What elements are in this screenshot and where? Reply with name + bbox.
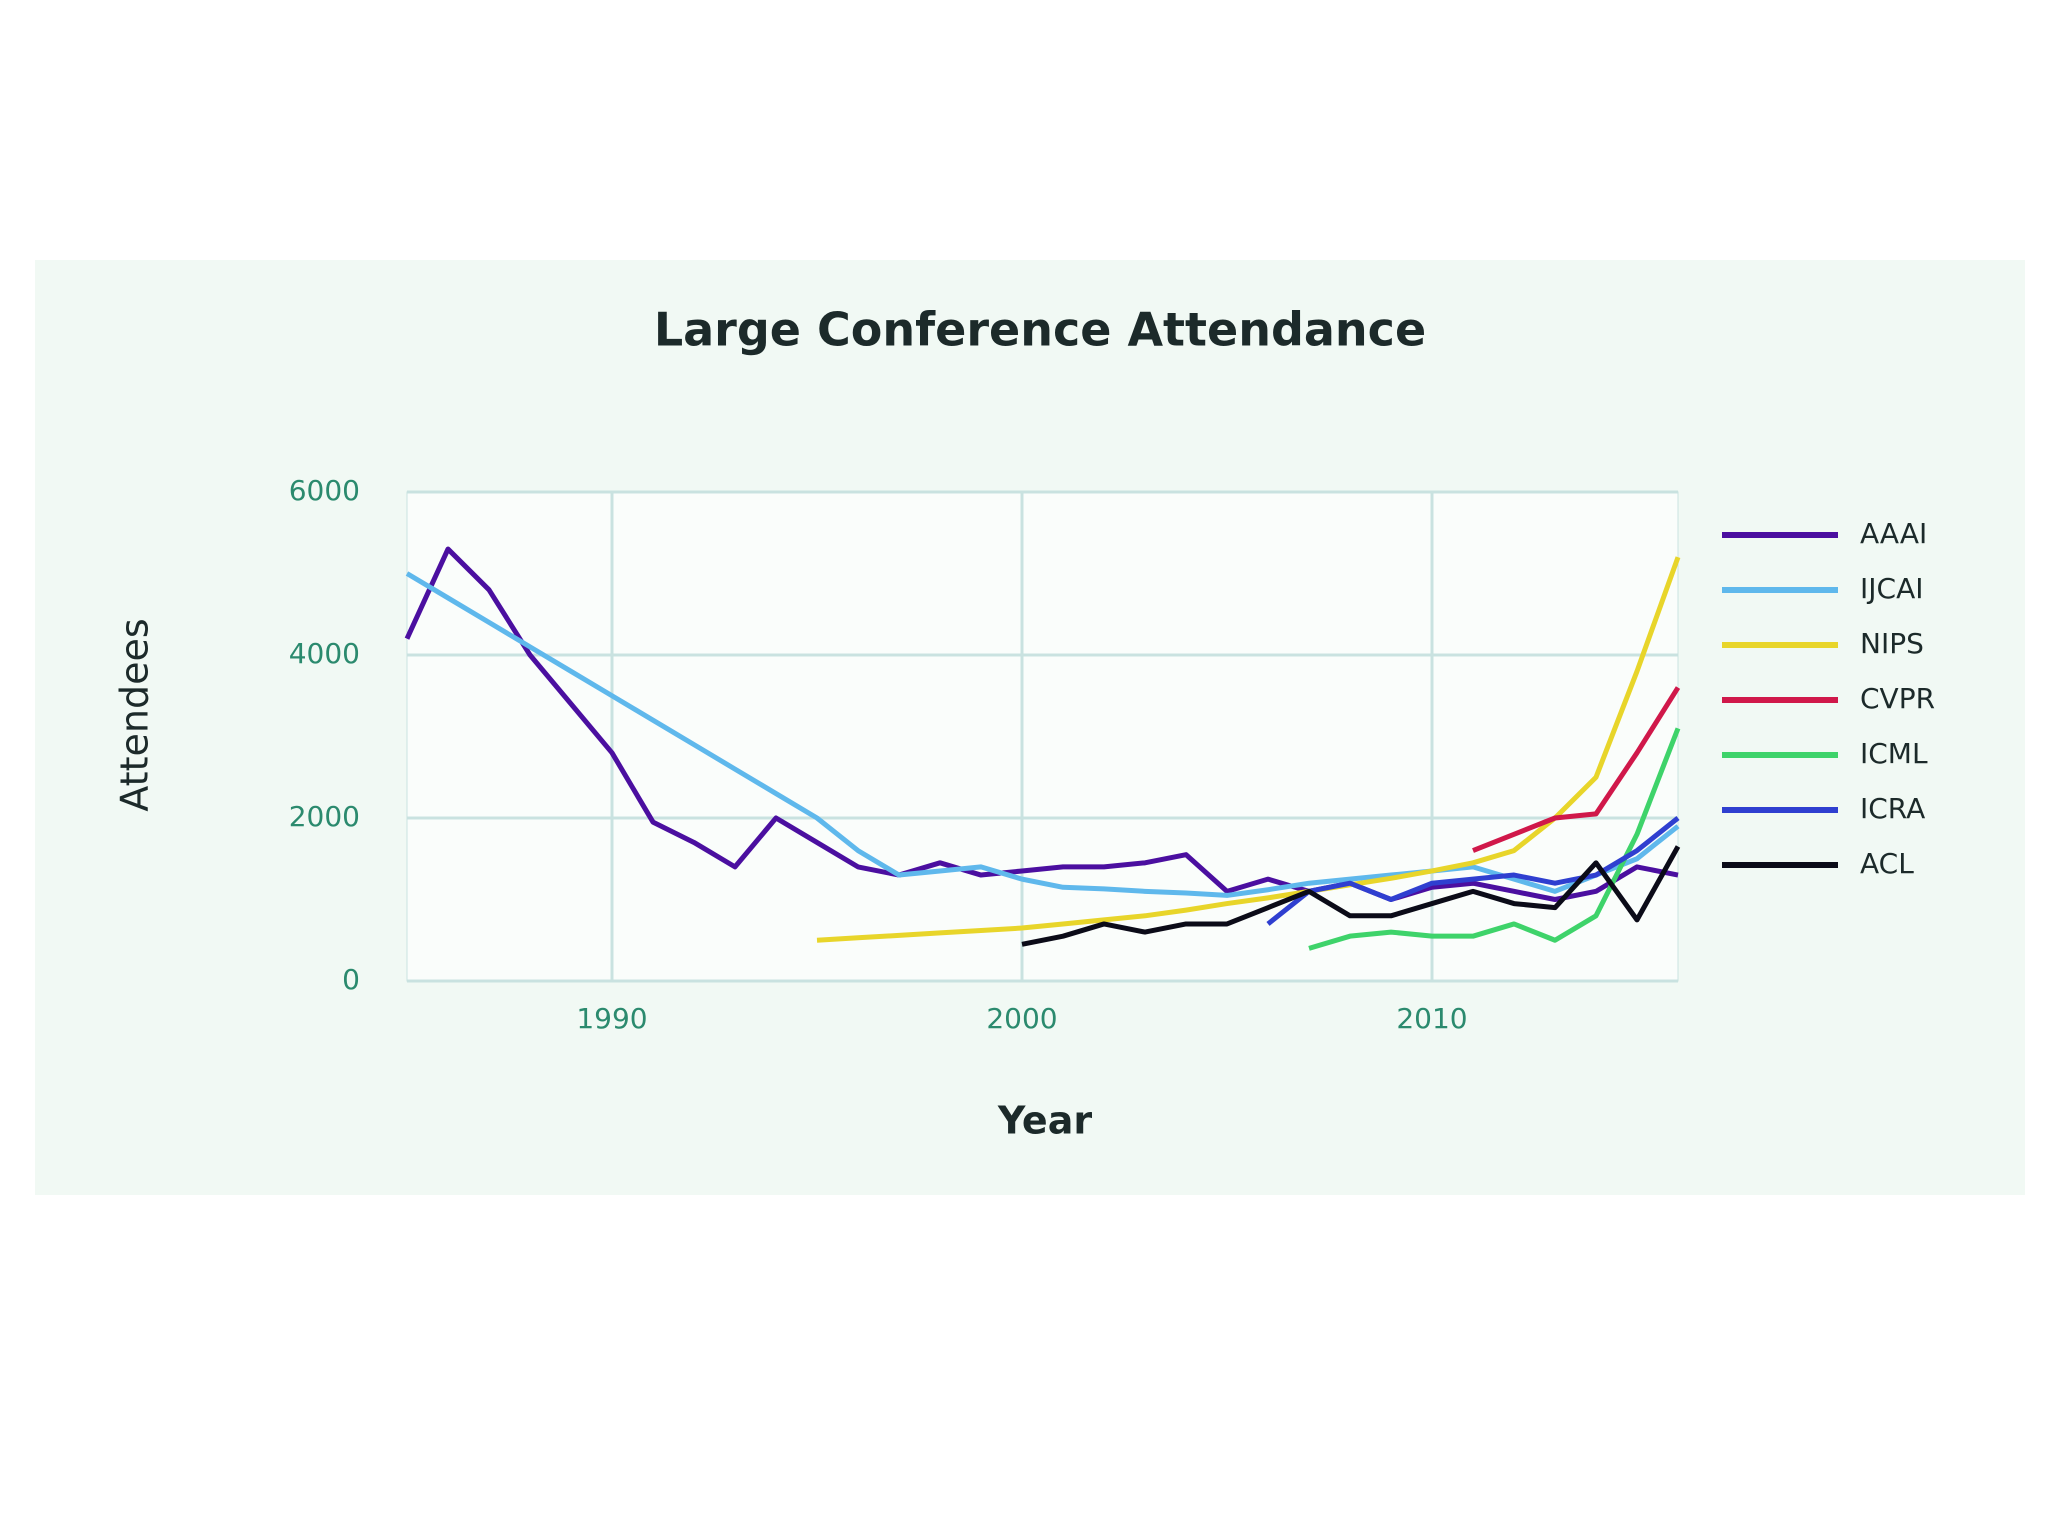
- legend-label: CVPR: [1860, 682, 1935, 715]
- x-tick-label: 1990: [576, 1002, 647, 1035]
- plot-area: [406, 491, 1679, 982]
- series-line: [1266, 816, 1680, 926]
- legend-label: AAAI: [1860, 517, 1927, 550]
- x-tick-label: 2010: [1396, 1002, 1467, 1035]
- y-tick-label: 4000: [289, 637, 360, 670]
- y-tick-label: 6000: [289, 474, 360, 507]
- y-axis-label: Attendees: [113, 618, 157, 811]
- series-line: [1472, 686, 1681, 853]
- legend-label: ICRA: [1860, 792, 1925, 825]
- y-tick-label: 2000: [289, 800, 360, 833]
- chart-title: Large Conference Attendance: [654, 303, 1426, 357]
- series-line: [1308, 727, 1681, 951]
- series-line: [1021, 845, 1681, 947]
- series-line: [816, 556, 1681, 943]
- legend-label: ICML: [1860, 737, 1928, 770]
- x-axis-label: Year: [997, 1099, 1092, 1143]
- legend-label: IJCAI: [1860, 572, 1923, 605]
- y-tick-label: 0: [342, 963, 360, 996]
- series-line: [405, 571, 1680, 898]
- x-tick-label: 2000: [986, 1002, 1057, 1035]
- legend-label: ACL: [1860, 847, 1914, 880]
- series-line: [404, 546, 1679, 902]
- legend-label: NIPS: [1860, 627, 1924, 660]
